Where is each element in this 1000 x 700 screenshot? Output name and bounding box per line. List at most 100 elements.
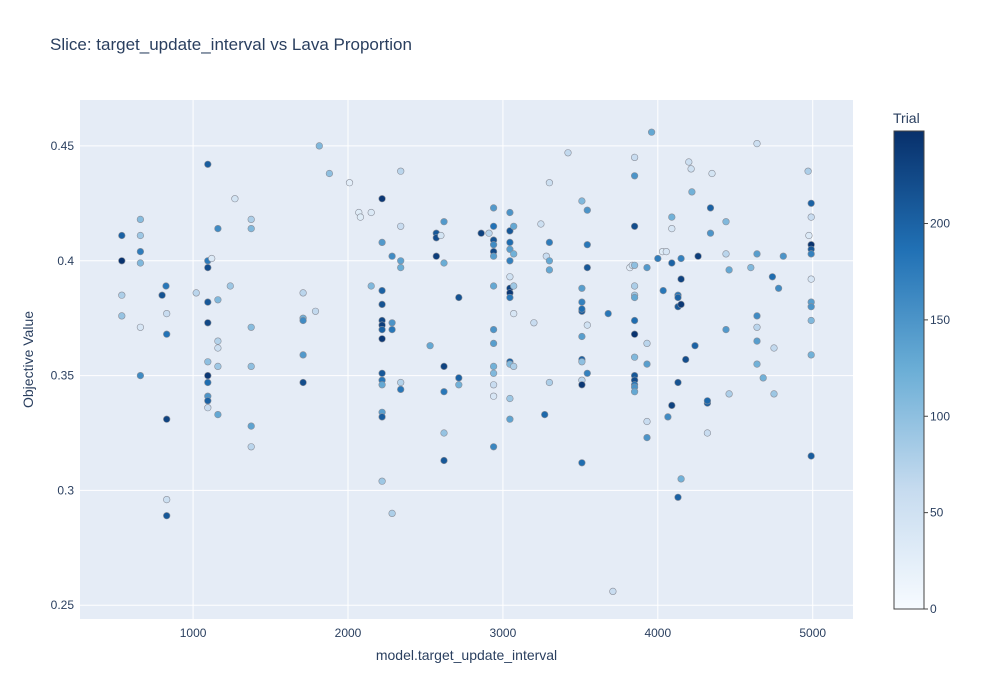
scatter-point[interactable] (214, 337, 222, 345)
scatter-point[interactable] (163, 330, 171, 338)
scatter-point[interactable] (136, 248, 144, 256)
scatter-point[interactable] (490, 443, 498, 451)
scatter-point[interactable] (703, 397, 712, 405)
scatter-point[interactable] (118, 257, 126, 265)
scatter-point[interactable] (674, 493, 682, 501)
scatter-point[interactable] (204, 358, 212, 366)
scatter-point[interactable] (630, 388, 639, 396)
scatter-point[interactable] (315, 142, 323, 150)
scatter-point[interactable] (378, 381, 386, 389)
scatter-point[interactable] (578, 284, 586, 292)
scatter-point[interactable] (158, 291, 166, 299)
scatter-point[interactable] (490, 381, 498, 389)
scatter-point[interactable] (643, 417, 651, 426)
scatter-point[interactable] (545, 266, 554, 274)
scatter-point[interactable] (437, 231, 445, 240)
scatter-point[interactable] (299, 316, 307, 325)
scatter-point[interactable] (662, 248, 670, 256)
scatter-point[interactable] (311, 307, 320, 315)
scatter-point[interactable] (378, 238, 386, 246)
scatter-point[interactable] (506, 238, 514, 246)
scatter-point[interactable] (578, 305, 586, 313)
scatter-point[interactable] (490, 392, 498, 400)
scatter-point[interactable] (506, 394, 514, 403)
scatter-point[interactable] (490, 222, 498, 230)
scatter-point[interactable] (378, 326, 386, 334)
scatter-point[interactable] (378, 413, 386, 421)
scatter-point[interactable] (804, 167, 812, 175)
scatter-point[interactable] (204, 378, 212, 387)
scatter-point[interactable] (378, 300, 386, 309)
scatter-point[interactable] (247, 215, 255, 223)
scatter-point[interactable] (367, 282, 375, 290)
scatter-point[interactable] (204, 372, 212, 380)
scatter-point[interactable] (564, 149, 572, 157)
scatter-point[interactable] (214, 225, 222, 233)
scatter-point[interactable] (204, 298, 212, 306)
scatter-point[interactable] (378, 369, 386, 377)
scatter-point[interactable] (654, 254, 662, 263)
scatter-point[interactable] (299, 351, 307, 359)
scatter-point[interactable] (807, 199, 815, 207)
scatter-point[interactable] (694, 252, 702, 260)
scatter-point[interactable] (247, 323, 255, 331)
scatter-point[interactable] (397, 264, 405, 272)
scatter-point[interactable] (506, 273, 514, 281)
scatter-point[interactable] (753, 250, 761, 258)
scatter-point[interactable] (136, 372, 144, 380)
scatter-point[interactable] (388, 319, 396, 327)
scatter-point[interactable] (455, 293, 463, 302)
scatter-point[interactable] (725, 266, 733, 274)
scatter-point[interactable] (753, 323, 761, 331)
scatter-point[interactable] (118, 291, 126, 299)
scatter-point[interactable] (378, 477, 386, 485)
scatter-point[interactable] (506, 293, 514, 302)
scatter-point[interactable] (214, 296, 222, 304)
scatter-point[interactable] (136, 231, 144, 240)
scatter-point[interactable] (506, 415, 514, 423)
scatter-point[interactable] (208, 254, 216, 263)
scatter-point[interactable] (770, 390, 778, 398)
scatter-point[interactable] (805, 231, 813, 240)
scatter-point[interactable] (345, 179, 354, 187)
scatter-point[interactable] (583, 321, 591, 329)
scatter-point[interactable] (807, 250, 815, 258)
scatter-point[interactable] (397, 378, 405, 387)
scatter-point[interactable] (367, 208, 375, 217)
scatter-point[interactable] (388, 509, 396, 518)
scatter-point[interactable] (578, 197, 586, 205)
scatter-point[interactable] (214, 362, 222, 371)
scatter-point[interactable] (204, 319, 212, 327)
scatter-point[interactable] (674, 378, 682, 387)
scatter-point[interactable] (192, 289, 200, 297)
scatter-point[interactable] (440, 456, 448, 465)
scatter-point[interactable] (677, 475, 685, 483)
scatter-point[interactable] (325, 169, 334, 178)
scatter-point[interactable] (397, 167, 405, 175)
scatter-point[interactable] (604, 310, 612, 318)
scatter-point[interactable] (426, 342, 434, 350)
scatter-point[interactable] (204, 397, 212, 405)
scatter-point[interactable] (759, 374, 767, 382)
scatter-point[interactable] (578, 358, 586, 366)
scatter-point[interactable] (510, 282, 518, 290)
scatter-point[interactable] (226, 282, 234, 290)
scatter-point[interactable] (609, 587, 617, 596)
scatter-point[interactable] (388, 252, 396, 260)
scatter-point[interactable] (247, 422, 255, 430)
scatter-point[interactable] (214, 344, 222, 352)
scatter-point[interactable] (455, 381, 463, 389)
scatter-point[interactable] (630, 153, 639, 161)
scatter-point[interactable] (136, 323, 144, 331)
scatter-point[interactable] (490, 252, 498, 260)
scatter-point[interactable] (378, 287, 386, 295)
scatter-point[interactable] (677, 300, 685, 309)
scatter-point[interactable] (630, 261, 639, 269)
scatter-point[interactable] (770, 344, 778, 352)
scatter-point[interactable] (668, 401, 676, 410)
scatter-point[interactable] (247, 443, 255, 451)
scatter-point[interactable] (753, 360, 761, 368)
scatter-point[interactable] (722, 218, 730, 226)
scatter-point[interactable] (643, 360, 651, 368)
